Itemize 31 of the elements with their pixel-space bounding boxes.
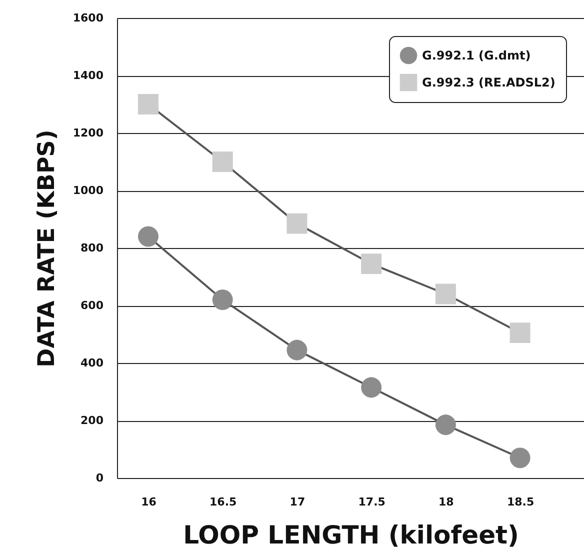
- y-tick-label: 400: [80, 356, 104, 370]
- x-tick-label: 17: [290, 496, 306, 508]
- y-tick-label: 1200: [72, 126, 104, 140]
- point: [286, 340, 308, 360]
- point: [286, 213, 308, 234]
- y-tick-label: 1000: [72, 184, 104, 197]
- y-tick-label: 600: [80, 299, 104, 312]
- legend-label: G.992.3 (RE.ADSL2): [422, 76, 556, 90]
- point: [510, 322, 530, 344]
- x-axis-title: LOOP LENGTH (kilofeet): [183, 520, 519, 550]
- x-tick-label: 18.5: [506, 496, 534, 508]
- point: [212, 152, 233, 172]
- point: [361, 254, 382, 274]
- y-tick-label: 1600: [72, 12, 104, 24]
- legend-label: G.992.1 (G.dmt): [422, 48, 531, 62]
- y-axis-title: DATA RATE (KBPS): [34, 130, 60, 368]
- point: [212, 290, 233, 310]
- x-tick-label: 17.5: [358, 496, 386, 508]
- point: [510, 448, 530, 468]
- x-tick-label: 16: [141, 496, 157, 508]
- y-tick-label: 200: [80, 414, 104, 427]
- point: [435, 414, 456, 436]
- x-tick-label: 18: [438, 496, 454, 508]
- y-tick-label: 1400: [72, 69, 104, 82]
- point: [435, 284, 456, 304]
- point: [361, 377, 382, 398]
- point: [138, 94, 158, 114]
- y-tick-label: 800: [80, 242, 104, 254]
- point: [138, 226, 158, 247]
- y-tick-label: 0: [96, 472, 104, 484]
- x-tick-label: 16.5: [210, 496, 237, 508]
